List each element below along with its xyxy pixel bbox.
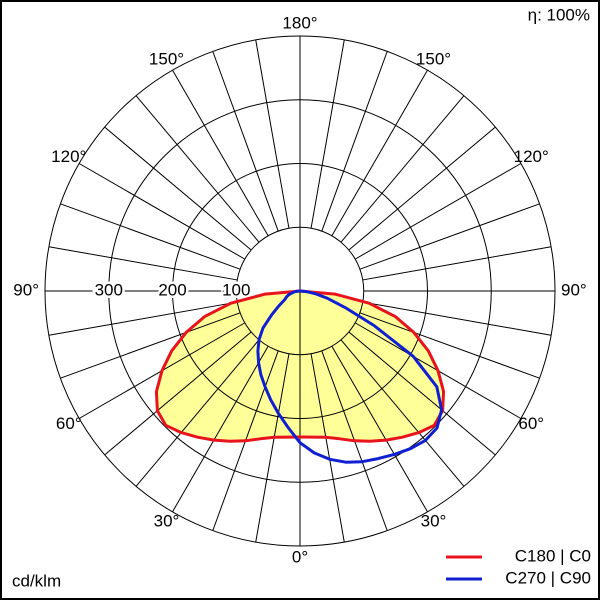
angle-tick-label: 90° bbox=[561, 280, 587, 299]
grid-spoke bbox=[362, 301, 552, 336]
angle-tick-label: 150° bbox=[149, 49, 184, 68]
angle-tick-label: 30° bbox=[421, 512, 447, 531]
unit-label: cd/klm bbox=[12, 571, 61, 590]
grid-spoke bbox=[310, 39, 345, 229]
grid-spoke bbox=[135, 339, 260, 487]
grid-spoke bbox=[331, 345, 428, 513]
grid-spoke bbox=[60, 312, 241, 379]
r-tick-label: 100 bbox=[222, 280, 250, 299]
grid-spoke bbox=[310, 353, 345, 543]
grid-spoke bbox=[354, 163, 522, 260]
grid-spoke bbox=[255, 39, 290, 229]
grid-spoke bbox=[340, 95, 465, 243]
angle-tick-label: 120° bbox=[51, 147, 86, 166]
grid-spoke bbox=[359, 312, 540, 379]
angle-tick-label: 90° bbox=[13, 280, 39, 299]
grid-spoke bbox=[212, 51, 279, 232]
angle-tick-label: 60° bbox=[518, 414, 544, 433]
efficiency-label: η: 100% bbox=[528, 5, 590, 24]
grid-spoke bbox=[255, 353, 290, 543]
grid-spoke bbox=[78, 163, 246, 260]
angle-tick-label: 60° bbox=[56, 414, 82, 433]
grid-spoke bbox=[104, 331, 252, 456]
grid-spoke bbox=[340, 339, 465, 487]
series-line bbox=[154, 289, 446, 443]
grid-spoke bbox=[104, 126, 252, 251]
legend-label: C180 | C0 bbox=[515, 546, 591, 565]
series-line bbox=[256, 289, 444, 464]
grid-spoke bbox=[321, 51, 388, 232]
angle-tick-label: 150° bbox=[416, 49, 451, 68]
angle-tick-label: 30° bbox=[154, 512, 180, 531]
grid-spoke bbox=[135, 95, 260, 243]
legend-label: C270 | C90 bbox=[505, 568, 591, 587]
grid-spoke bbox=[48, 246, 238, 281]
r-tick-label: 300 bbox=[95, 280, 123, 299]
grid-spoke bbox=[362, 246, 552, 281]
angle-tick-label: 0° bbox=[292, 547, 308, 566]
grid-spoke bbox=[172, 69, 269, 237]
grid-spoke bbox=[60, 203, 241, 270]
grid-spoke bbox=[348, 331, 496, 456]
angle-tick-label: 180° bbox=[282, 13, 317, 32]
grid-spoke bbox=[331, 69, 428, 237]
grid-spoke bbox=[48, 301, 238, 336]
r-tick-label: 200 bbox=[158, 280, 186, 299]
grid-spoke bbox=[172, 345, 269, 513]
grid-spoke bbox=[348, 126, 496, 251]
grid-spoke bbox=[359, 203, 540, 270]
angle-tick-label: 120° bbox=[514, 147, 549, 166]
